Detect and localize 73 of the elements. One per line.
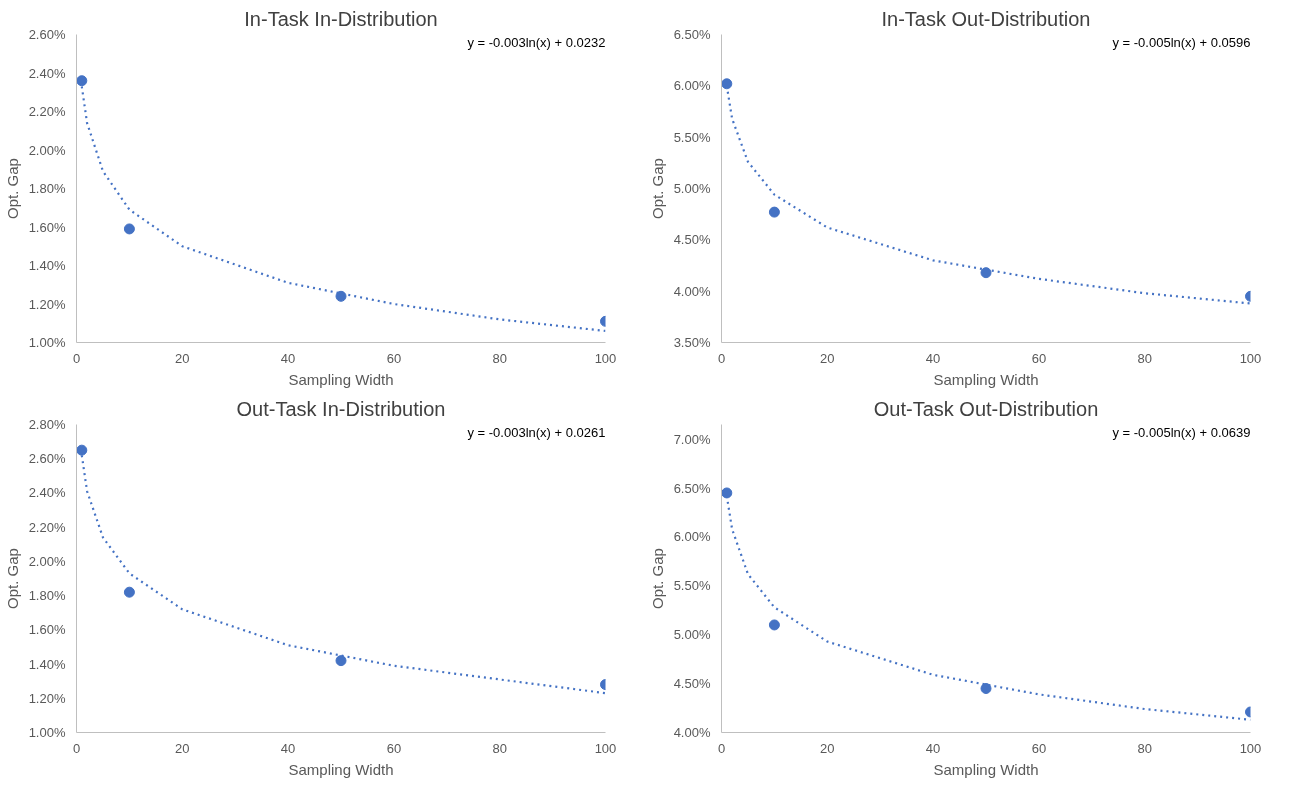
y-tick-label: 1.40% — [28, 656, 66, 672]
x-tick-label: 100 — [1239, 740, 1262, 756]
chart-title: In-Task Out-Distribution — [881, 7, 1091, 30]
x-tick-label: 0 — [72, 740, 81, 756]
x-axis-title: Sampling Width — [933, 370, 1039, 388]
y-tick-label: 2.20% — [28, 104, 66, 119]
x-tick-label: 20 — [820, 350, 835, 366]
y-axis-title: Opt. Gap — [648, 548, 666, 609]
x-tick-label: 100 — [594, 350, 617, 366]
y-tick-label: 6.50% — [673, 480, 711, 496]
x-axis-title: Sampling Width — [288, 760, 394, 778]
x-tick-label: 60 — [386, 350, 402, 366]
y-tick-label: 1.60% — [28, 219, 66, 235]
y-tick-label: 6.00% — [673, 529, 711, 545]
x-tick-label: 60 — [1031, 740, 1047, 756]
y-tick-label: 5.50% — [673, 129, 711, 145]
y-tick-label: 2.40% — [28, 485, 66, 501]
y-axis-title: Opt. Gap — [648, 158, 666, 219]
y-tick-label: 6.00% — [673, 78, 711, 94]
y-tick-label: 4.00% — [673, 725, 711, 740]
y-tick-label: 1.60% — [28, 622, 66, 638]
x-tick-label: 100 — [594, 740, 617, 756]
y-tick-label: 2.60% — [28, 27, 66, 42]
annotation: y = -0.003ln(x) + 0.0261 — [467, 424, 606, 440]
x-axis-title: Sampling Width — [288, 370, 394, 388]
x-tick-label: 0 — [717, 350, 726, 366]
x-tick-label: 20 — [175, 740, 190, 756]
y-tick-label: 1.20% — [28, 296, 66, 312]
x-tick-label: 80 — [1137, 740, 1152, 756]
y-tick-label: 2.00% — [28, 553, 66, 569]
x-tick-label: 20 — [175, 350, 190, 366]
y-tick-label: 2.40% — [28, 65, 66, 81]
y-tick-label: 2.00% — [28, 142, 66, 158]
y-tick-label: 1.80% — [28, 181, 66, 196]
x-axis-title: Sampling Width — [933, 760, 1039, 778]
y-tick-label: 4.50% — [673, 232, 711, 248]
x-tick-label: 40 — [925, 740, 941, 756]
annotation: y = -0.005ln(x) + 0.0639 — [1112, 424, 1251, 440]
x-tick-label: 80 — [1137, 350, 1152, 366]
y-tick-label: 1.40% — [28, 258, 66, 273]
y-tick-label: 2.80% — [28, 417, 66, 432]
annotation: y = -0.003ln(x) + 0.0232 — [467, 34, 606, 50]
y-tick-label: 1.00% — [28, 725, 66, 740]
y-tick-label: 1.00% — [28, 335, 66, 350]
y-tick-label: 6.50% — [673, 27, 711, 42]
y-tick-label: 2.20% — [28, 519, 66, 535]
x-tick-label: 40 — [280, 740, 296, 756]
y-axis-title: Opt. Gap — [3, 548, 21, 609]
y-tick-label: 5.00% — [673, 181, 711, 196]
x-tick-label: 0 — [72, 350, 81, 366]
x-tick-label: 80 — [492, 740, 507, 756]
x-tick-label: 40 — [925, 350, 941, 366]
y-tick-label: 1.20% — [28, 690, 66, 706]
y-tick-label: 1.80% — [28, 588, 66, 604]
chart-title: Out-Task Out-Distribution — [873, 397, 1099, 420]
x-tick-label: 40 — [280, 350, 296, 366]
y-tick-label: 3.50% — [673, 335, 711, 350]
x-tick-label: 0 — [717, 740, 726, 756]
x-tick-label: 20 — [820, 740, 835, 756]
y-tick-label: 4.50% — [673, 676, 711, 692]
y-tick-label: 7.00% — [673, 431, 711, 447]
y-tick-label: 2.60% — [28, 451, 66, 467]
y-tick-label: 5.50% — [673, 578, 711, 594]
x-tick-label: 60 — [1031, 350, 1047, 366]
x-tick-label: 100 — [1239, 350, 1262, 366]
y-axis-title: Opt. Gap — [3, 158, 21, 219]
chart-title: In-Task In-Distribution — [244, 7, 438, 30]
x-tick-label: 60 — [386, 740, 402, 756]
x-tick-label: 80 — [492, 350, 507, 366]
y-tick-label: 4.00% — [673, 283, 711, 299]
y-tick-label: 5.00% — [673, 627, 711, 643]
chart-title: Out-Task In-Distribution — [236, 397, 446, 420]
annotation: y = -0.005ln(x) + 0.0596 — [1112, 34, 1251, 50]
